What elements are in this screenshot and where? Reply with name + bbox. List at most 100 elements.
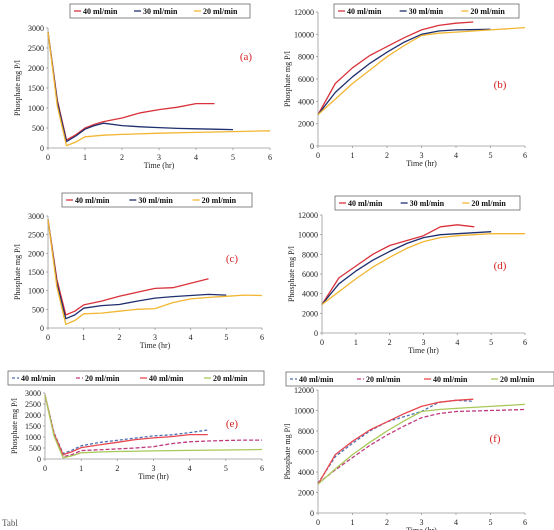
x-tick-label: 4 (454, 151, 458, 160)
legend-entry: 40 ml/min (83, 7, 118, 16)
y-tick-label: 1500 (28, 268, 44, 277)
y-tick-label: 2000 (298, 489, 314, 498)
legend-entry: 30 ml/min (410, 199, 445, 208)
series-line-3 (317, 26, 526, 116)
legend-entry: 20 ml/min (85, 374, 120, 383)
y-tick-label: 1500 (25, 422, 41, 431)
x-tick-label: 3 (152, 464, 156, 473)
series-line-4 (317, 403, 526, 485)
x-tick-label: 2 (117, 333, 121, 342)
x-tick-label: 4 (194, 153, 198, 162)
x-tick-label: 6 (260, 333, 264, 342)
x-tick-label: 5 (489, 518, 493, 527)
x-tick-label: 4 (454, 518, 458, 527)
legend-entry: 20 ml/min (470, 7, 505, 16)
y-axis-title: Phosphate mg P/l (287, 245, 296, 302)
chart-panel-c: 0 500 1000 1500 2000 2500 3000 0 1 2 3 4 5 6 Time (hr)… (13, 192, 264, 350)
x-tick-label: 2 (115, 464, 119, 473)
panel-label: (f) (490, 433, 501, 445)
panel-label: (e) (226, 418, 239, 430)
chart-panel-a: 0 500 1000 1500 2000 2500 3000 0 1 2 3 4 5 6 Time (hr)… (13, 3, 272, 170)
x-tick-label: 5 (489, 338, 493, 347)
x-axis-title: Time (hr) (140, 341, 171, 350)
y-tick-label: 4000 (298, 97, 314, 106)
y-tick-label: 0 (37, 455, 41, 464)
x-tick-label: 0 (43, 464, 47, 473)
y-tick-label: 2000 (302, 309, 318, 318)
y-tick-label: 12000 (294, 8, 314, 17)
y-tick-label: 2500 (25, 400, 41, 409)
x-tick-label: 3 (157, 153, 161, 162)
x-tick-label: 4 (189, 333, 193, 342)
series-line-1 (47, 31, 215, 141)
legend-box (61, 192, 253, 208)
x-tick-label: 1 (79, 464, 83, 473)
x-tick-label: 2 (385, 518, 389, 527)
panel-label: (c) (226, 253, 239, 265)
x-tick-label: 3 (420, 518, 424, 527)
y-tick-label: 500 (29, 444, 41, 453)
x-tick-label: 1 (82, 333, 86, 342)
legend-entry: 20 ml/min (500, 375, 535, 384)
y-tick-label: 1500 (28, 84, 44, 93)
x-tick-label: 4 (455, 338, 459, 347)
legend: 40 ml/min 30 ml/min 20 ml/min (334, 195, 521, 211)
y-tick-label: 10000 (294, 407, 314, 416)
chart-panel-f: 0 2000 4000 6000 8000 10000 12000 0 1 2 3 4 5 6 Time (… (283, 371, 554, 530)
legend-entry: 20 ml/min (202, 196, 237, 205)
y-axis-title: Phosphate mg P/l (283, 50, 292, 107)
series-line-2 (47, 219, 227, 320)
legend-entry: 40 ml/min (149, 374, 184, 383)
x-tick-label: 5 (231, 153, 235, 162)
legend-entry: 30 ml/min (409, 7, 444, 16)
legend-entry: 20 ml/min (213, 374, 248, 383)
x-tick-label: 4 (188, 464, 192, 473)
legend-entry: 40 ml/min (299, 375, 334, 384)
x-tick-label: 6 (523, 338, 527, 347)
series-line-1 (321, 224, 475, 305)
series-line-3 (47, 31, 271, 147)
y-tick-label: 500 (32, 305, 44, 314)
legend: 40 ml/min 30 ml/min 20 ml/min (61, 192, 253, 208)
x-tick-label: 5 (489, 151, 493, 160)
chart-panel-b: 0 2000 4000 6000 8000 10000 12000 0 1 2 3 4 5 6 Time (… (283, 3, 527, 168)
legend-entry: 40 ml/min (348, 199, 383, 208)
y-tick-label: 3000 (25, 389, 41, 398)
y-tick-label: 2000 (28, 249, 44, 258)
y-tick-label: 0 (314, 329, 318, 338)
legend-entry: 20 ml/min (366, 375, 401, 384)
y-tick-label: 0 (310, 509, 314, 518)
x-tick-label: 0 (316, 151, 320, 160)
x-tick-label: 0 (320, 338, 324, 347)
y-tick-label: 0 (40, 144, 44, 153)
y-tick-label: 12000 (298, 211, 318, 220)
series-line-1 (317, 21, 474, 116)
legend-entry: 40 ml/min (433, 375, 468, 384)
series-line-3 (44, 395, 208, 456)
legend-entry: 40 ml/min (75, 196, 110, 205)
y-tick-label: 1000 (28, 104, 44, 113)
y-tick-label: 1000 (28, 287, 44, 296)
x-tick-label: 1 (351, 151, 355, 160)
legend: 40 ml/min 20 ml/min 40 ml/min 20 ml/min (285, 371, 554, 387)
x-tick-label: 5 (224, 464, 228, 473)
y-tick-label: 4000 (298, 468, 314, 477)
series-line-1 (317, 399, 474, 484)
x-axis-title: Time (hr) (138, 472, 169, 481)
series-line-2 (317, 28, 491, 116)
x-axis-title: Time (hr) (406, 526, 437, 530)
x-tick-label: 2 (120, 153, 124, 162)
y-tick-label: 6000 (298, 75, 314, 84)
y-tick-label: 3000 (28, 212, 44, 221)
y-axis-title: Phosphate mg P/l (13, 243, 22, 300)
x-tick-label: 1 (351, 518, 355, 527)
x-tick-label: 3 (422, 338, 426, 347)
x-tick-label: 3 (153, 333, 157, 342)
y-tick-label: 2000 (25, 411, 41, 420)
footer-text: Tabl (2, 518, 18, 528)
series-line-3 (47, 219, 263, 325)
x-tick-label: 3 (420, 151, 424, 160)
series-line-2 (44, 395, 262, 458)
y-tick-label: 4000 (302, 290, 318, 299)
